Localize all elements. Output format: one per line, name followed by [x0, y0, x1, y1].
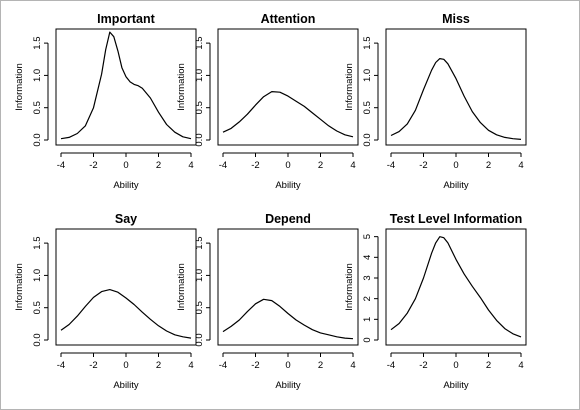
panel-2-x-tick-label: 2: [318, 160, 323, 171]
panel-2-y-axis-label: Information: [176, 63, 187, 111]
panel-1-x-tick-label: -4: [57, 160, 65, 171]
panel-5-y-tick-label: 0.0: [194, 333, 205, 346]
panel-3-plot-frame: [385, 28, 527, 146]
panel-2-x-tick-label: 0: [285, 160, 290, 171]
panel-3-y-axis-label: Information: [344, 63, 355, 111]
panel-1-y-tick-label: 0.0: [32, 133, 43, 146]
panel-5-y-axis-label: Information: [176, 263, 187, 311]
panel-1-x-tick-label: 0: [123, 160, 128, 171]
panel-1-x-tick-label: 4: [188, 160, 193, 171]
panel-1-y-axis-label: Information: [14, 63, 25, 111]
panel-4-x-axis-label: Ability: [113, 380, 139, 391]
panel-2-y-tick-label: 1.0: [194, 69, 205, 82]
panel-5-y-tick-label: 1.5: [194, 237, 205, 250]
panel-1-x-tick-label: -2: [89, 160, 97, 171]
panel-2-plot-frame: [217, 28, 359, 146]
panel-4-x-tick-label: 2: [156, 360, 161, 371]
panel-2-x-tick-label: -4: [219, 160, 227, 171]
panel-5-x-tick-label: 4: [350, 360, 355, 371]
panel-6-x-tick-label: -4: [387, 360, 395, 371]
panel-2-information-curve: [222, 91, 354, 138]
panel-3-y-tick-label: 1.0: [362, 69, 373, 82]
panel-6-y-tick-label: 1: [362, 317, 373, 322]
panel-3-x-tick-label: 4: [518, 160, 523, 171]
panel-4-y-tick-label: 0.5: [32, 301, 43, 314]
panel-2-y-tick-label: 1.5: [194, 37, 205, 50]
panel-1-information-curve: [60, 31, 192, 140]
panel-5-plot-frame: [217, 228, 359, 346]
panel-1-x-tick-label: 2: [156, 160, 161, 171]
panel-6-y-tick-label: 0: [362, 337, 373, 342]
panel-5-information-curve: [222, 298, 354, 340]
panel-4-x-tick-label: 4: [188, 360, 193, 371]
panel-2-y-tick-label: 0.0: [194, 133, 205, 146]
panel-6-x-tick-label: -2: [419, 360, 427, 371]
panel-1-y-tick-label: 0.5: [32, 101, 43, 114]
panel-1-y-tick-label: 1.5: [32, 37, 43, 50]
panel-6-y-tick-label: 3: [362, 275, 373, 280]
panel-6-y-tick-label: 2: [362, 296, 373, 301]
panel-6-title: Test Level Information: [390, 212, 522, 226]
panel-5-title: Depend: [265, 212, 311, 226]
panel-2-y-tick-label: 0.5: [194, 101, 205, 114]
panel-3-title: Miss: [442, 12, 470, 26]
panel-3-y-tick-label: 0.0: [362, 133, 373, 146]
panel-4-information-curve: [60, 289, 192, 339]
panel-1-plot-frame: [55, 28, 197, 146]
panel-6-information-curve: [390, 236, 522, 338]
panel-5-x-tick-label: 0: [285, 360, 290, 371]
panel-6-x-tick-label: 2: [486, 360, 491, 371]
panel-1-y-tick-label: 1.0: [32, 69, 43, 82]
panel-4-x-tick-label: -2: [89, 360, 97, 371]
panel-3-y-tick-label: 0.5: [362, 101, 373, 114]
panel-3-y-tick-label: 1.5: [362, 37, 373, 50]
panel-6-y-tick-label: 5: [362, 234, 373, 239]
panel-2-title: Attention: [261, 12, 316, 26]
panel-4-y-tick-label: 1.0: [32, 269, 43, 282]
panel-3-x-tick-label: 0: [453, 160, 458, 171]
panel-4-plot-frame: [55, 228, 197, 346]
panel-5-x-axis-label: Ability: [275, 380, 301, 391]
panel-4-y-tick-label: 1.5: [32, 237, 43, 250]
panel-6-x-tick-label: 4: [518, 360, 523, 371]
panel-6-y-tick-label: 4: [362, 255, 373, 260]
panel-4-y-tick-label: 0.0: [32, 333, 43, 346]
panel-4-x-tick-label: -4: [57, 360, 65, 371]
panel-3-information-curve: [390, 58, 522, 140]
panel-5-x-tick-label: 2: [318, 360, 323, 371]
panel-6-plot-frame: [385, 228, 527, 346]
panel-4-title: Say: [115, 212, 137, 226]
panel-5-y-tick-label: 1.0: [194, 269, 205, 282]
panel-3-x-tick-label: -2: [419, 160, 427, 171]
panel-2-x-axis-label: Ability: [275, 180, 301, 191]
panel-5-x-tick-label: -2: [251, 360, 259, 371]
panel-6-x-tick-label: 0: [453, 360, 458, 371]
panel-6-y-axis-label: Information: [344, 263, 355, 311]
panel-2-x-tick-label: 4: [350, 160, 355, 171]
panel-4-x-tick-label: 0: [123, 360, 128, 371]
panel-5-y-tick-label: 0.5: [194, 301, 205, 314]
panel-5-x-tick-label: -4: [219, 360, 227, 371]
panel-6-x-axis-label: Ability: [443, 380, 469, 391]
panel-3-x-tick-label: 2: [486, 160, 491, 171]
panel-3-x-tick-label: -4: [387, 160, 395, 171]
panel-2-x-tick-label: -2: [251, 160, 259, 171]
panel-1-x-axis-label: Ability: [113, 180, 139, 191]
panel-4-y-axis-label: Information: [14, 263, 25, 311]
panel-1-title: Important: [97, 12, 155, 26]
panel-3-x-axis-label: Ability: [443, 180, 469, 191]
